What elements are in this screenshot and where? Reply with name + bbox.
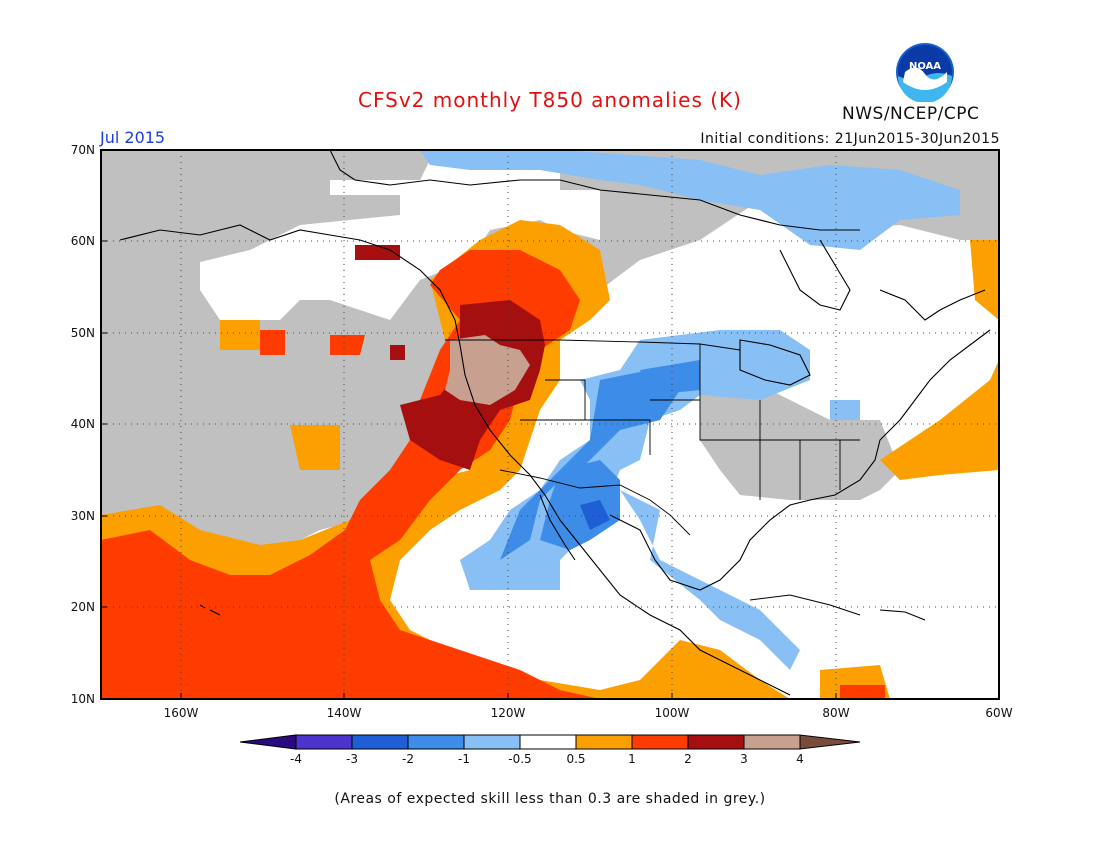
latitude-labels: 70N 60N 50N 40N 30N 20N 10N bbox=[71, 143, 95, 706]
legend-tick-label: -1 bbox=[458, 752, 470, 766]
legend-swatch bbox=[743, 734, 801, 750]
legend-tick-label: 4 bbox=[796, 752, 804, 766]
color-legend: -4 -3 -2 -1 -0.5 0.5 1 2 3 4 bbox=[239, 734, 861, 766]
legend-tick-label: -0.5 bbox=[508, 752, 531, 766]
legend-tick-label: -3 bbox=[346, 752, 358, 766]
lat-label: 30N bbox=[71, 509, 95, 523]
legend-tick-label: 3 bbox=[740, 752, 748, 766]
legend-swatch bbox=[463, 734, 521, 750]
lon-label: 60W bbox=[985, 706, 1012, 720]
legend-arrow-high bbox=[799, 734, 861, 750]
lat-label: 10N bbox=[71, 692, 95, 706]
legend-tick-label: -4 bbox=[290, 752, 302, 766]
svg-text:NOAA: NOAA bbox=[909, 61, 941, 72]
longitude-labels: 160W 140W 120W 100W 80W 60W bbox=[164, 706, 1013, 720]
legend-arrow-low bbox=[239, 734, 297, 750]
anomaly-field bbox=[101, 150, 999, 699]
lat-label: 60N bbox=[71, 234, 95, 248]
lon-label: 160W bbox=[164, 706, 199, 720]
initial-conditions: Initial conditions: 21Jun2015-30Jun2015 bbox=[700, 131, 1000, 147]
lon-label: 100W bbox=[655, 706, 690, 720]
legend-swatch bbox=[519, 734, 577, 750]
legend-swatch bbox=[295, 734, 353, 750]
organization-label: NWS/NCEP/CPC bbox=[842, 104, 980, 124]
legend-swatch bbox=[575, 734, 633, 750]
skill-footnote: (Areas of expected skill less than 0.3 a… bbox=[334, 791, 766, 807]
lon-label: 120W bbox=[491, 706, 526, 720]
axis-ticks bbox=[101, 149, 837, 700]
lat-label: 20N bbox=[71, 600, 95, 614]
legend-tick-label: -2 bbox=[402, 752, 414, 766]
noaa-logo: NOAA bbox=[896, 43, 954, 102]
legend-swatch bbox=[351, 734, 409, 750]
lon-label: 80W bbox=[822, 706, 849, 720]
legend-tick-label: 0.5 bbox=[566, 752, 585, 766]
legend-swatch bbox=[687, 734, 745, 750]
lat-label: 50N bbox=[71, 326, 95, 340]
legend-tick-label: 2 bbox=[684, 752, 692, 766]
legend-swatch bbox=[407, 734, 465, 750]
coastlines bbox=[119, 150, 991, 696]
map-title: CFSv2 monthly T850 anomalies (K) bbox=[358, 88, 742, 112]
lon-label: 140W bbox=[327, 706, 362, 720]
forecast-period: Jul 2015 bbox=[100, 128, 166, 147]
lat-label: 40N bbox=[71, 417, 95, 431]
borders bbox=[445, 339, 860, 536]
lat-label: 70N bbox=[71, 143, 95, 157]
legend-swatch bbox=[631, 734, 689, 750]
legend-tick-label: 1 bbox=[628, 752, 636, 766]
